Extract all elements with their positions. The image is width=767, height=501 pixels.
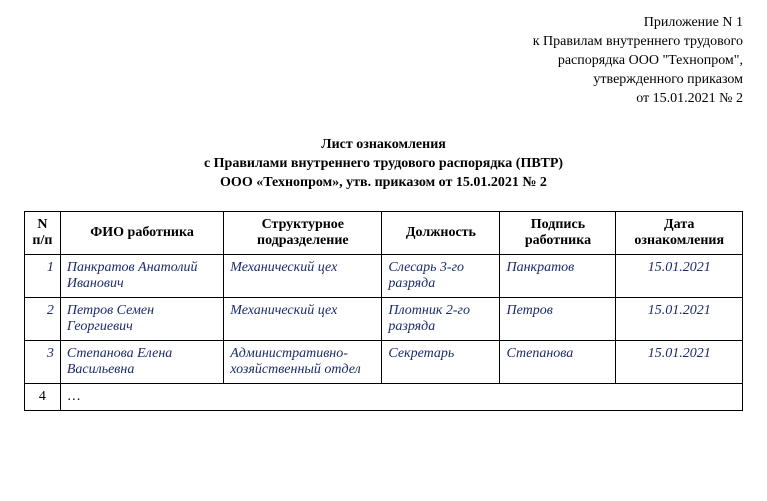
cell-num: 2 [25,298,61,341]
cell-pos: Слесарь 3-го разряда [382,255,500,298]
table-row: 1 Панкратов Анатолий Иванович Механическ… [25,255,743,298]
header-line: от 15.01.2021 № 2 [24,90,743,109]
cell-fio: Петров Семен Георгиевич [60,298,223,341]
cell-fio: Степанова Елена Васильевна [60,341,223,384]
title-line: с Правилами внутреннего трудового распор… [24,155,743,174]
cell-num: 4 [25,384,61,411]
table-row: 2 Петров Семен Георгиевич Механический ц… [25,298,743,341]
col-header-sign: Подпись работника [500,212,616,255]
col-header-dept: Структурное подразделение [224,212,382,255]
cell-dept: Механический цех [224,255,382,298]
cell-date: 15.01.2021 [616,255,743,298]
cell-sign: Петров [500,298,616,341]
cell-dept: Механический цех [224,298,382,341]
header-line: к Правилам внутреннего трудового [24,33,743,52]
header-line: распорядка ООО "Технопром", [24,52,743,71]
header-line: утвержденного приказом [24,71,743,90]
table-row-empty: 4 … [25,384,743,411]
table-row: 3 Степанова Елена Васильевна Администрат… [25,341,743,384]
col-header-num: N п/п [25,212,61,255]
cell-pos: Секретарь [382,341,500,384]
header-line: Приложение N 1 [24,14,743,33]
col-header-pos: Должность [382,212,500,255]
cell-num: 1 [25,255,61,298]
cell-sign: Панкратов [500,255,616,298]
cell-date: 15.01.2021 [616,341,743,384]
acknowledgment-table: N п/п ФИО работника Структурное подразде… [24,211,743,411]
cell-pos: Плотник 2-го разряда [382,298,500,341]
title-line: Лист ознакомления [24,136,743,155]
title-line: ООО «Технопром», утв. приказом от 15.01.… [24,174,743,193]
cell-sign: Степанова [500,341,616,384]
document-header: Приложение N 1 к Правилам внутреннего тр… [24,14,743,108]
cell-fio: Панкратов Анатолий Иванович [60,255,223,298]
col-header-date: Дата ознакомления [616,212,743,255]
cell-num: 3 [25,341,61,384]
col-header-fio: ФИО работника [60,212,223,255]
document-title: Лист ознакомления с Правилами внутреннег… [24,136,743,193]
cell-ellipsis: … [60,384,742,411]
cell-date: 15.01.2021 [616,298,743,341]
cell-dept: Административно-хозяйственный отдел [224,341,382,384]
table-header-row: N п/п ФИО работника Структурное подразде… [25,212,743,255]
